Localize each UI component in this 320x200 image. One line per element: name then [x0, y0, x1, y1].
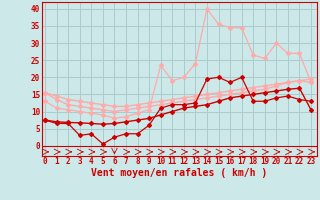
X-axis label: Vent moyen/en rafales ( km/h ): Vent moyen/en rafales ( km/h )	[91, 168, 267, 178]
